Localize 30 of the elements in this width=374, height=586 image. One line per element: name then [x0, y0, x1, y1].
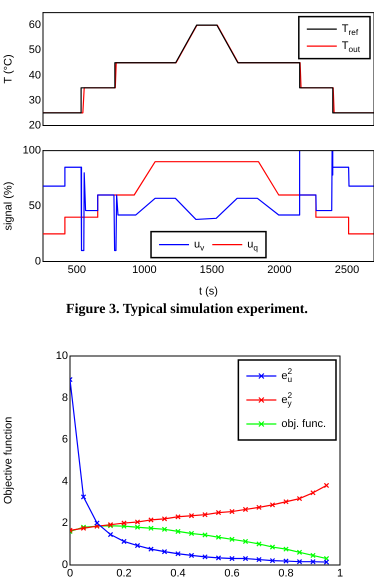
y-tick-label: 0: [62, 558, 68, 571]
x-tick-label: 0.6: [224, 567, 240, 580]
x-tick-label: 1500: [200, 264, 224, 276]
y-tick-label: 6: [62, 434, 68, 446]
y-tick-label: 40: [28, 69, 41, 82]
y-tick-label: 2: [62, 517, 68, 530]
y-tick-label: 0: [34, 256, 41, 268]
y-tick-label: 4: [62, 475, 68, 488]
y-tick-label: 8: [62, 392, 68, 404]
x-tick-label: 2500: [334, 264, 360, 276]
x-tick-label: 1000: [132, 264, 157, 276]
x-axis-title: t (s): [199, 285, 218, 298]
y-tick-label: 30: [28, 94, 41, 106]
y-axis-title: signal (%): [2, 182, 15, 231]
legend-label: obj. func.: [281, 418, 326, 430]
x-tick-label: 0.2: [116, 567, 132, 580]
y-tick-label: 60: [28, 19, 41, 32]
y-axis-title: T (°C): [2, 54, 15, 84]
x-tick-label: 1: [336, 567, 344, 580]
y-axis-title: Objective function: [2, 416, 15, 504]
x-tick-label: 2000: [267, 264, 292, 276]
x-tick-label: 0.4: [170, 567, 186, 580]
y-tick-label: 10: [56, 350, 68, 362]
caption: Figure 3. Typical simulation experiment.: [65, 302, 309, 318]
x-tick-label: 500: [68, 264, 86, 276]
y-tick-label: 20: [28, 119, 41, 132]
y-tick-label: 50: [28, 44, 41, 56]
x-tick-label: 0.8: [278, 567, 294, 580]
y-tick-label: 100: [22, 144, 41, 157]
y-tick-label: 50: [28, 200, 41, 212]
